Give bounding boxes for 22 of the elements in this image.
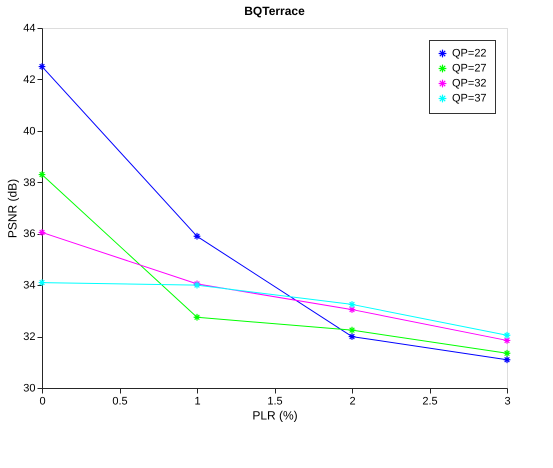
x-tick-label: 0 [39,396,46,408]
x-tick-label: 1.5 [267,396,283,408]
y-tick-label: 44 [23,22,36,34]
y-tick-label: 38 [23,176,36,189]
y-tick-label: 34 [23,280,36,292]
x-tick-label: 3 [504,396,511,408]
x-tick-label: 2 [349,396,356,408]
x-tick-label: 0.5 [112,396,128,408]
legend-label: QP=32 [452,78,487,90]
chart-title: BQTerrace [244,4,306,18]
y-tick-label: 42 [23,74,36,86]
x-axis-title: PLR (%) [252,408,298,422]
y-tick-label: 40 [23,125,36,138]
y-tick-label: 36 [23,228,36,240]
y-axis-title: PSNR (dB) [5,178,20,238]
y-tick-label: 32 [23,331,36,344]
x-tick-label: 2.5 [422,396,438,408]
legend-label: QP=22 [452,48,487,60]
legend-label: QP=27 [452,62,487,74]
legend-label: QP=37 [452,92,487,104]
y-tick-label: 30 [23,382,36,394]
x-tick-label: 1 [194,396,201,408]
